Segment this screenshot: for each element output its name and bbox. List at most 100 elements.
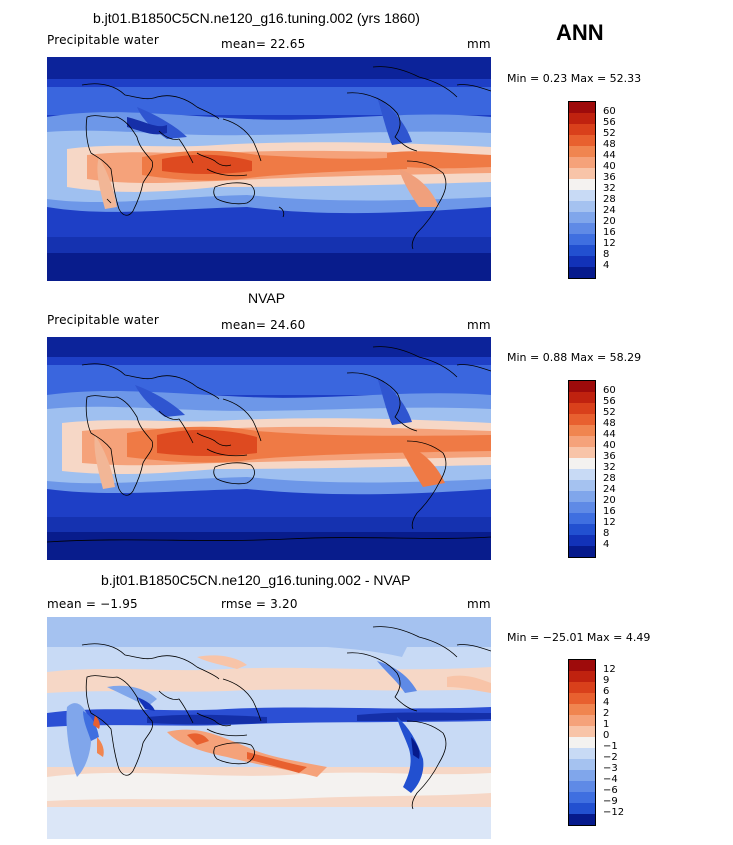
- colorbar-tick-label: −4: [603, 774, 618, 785]
- colorbar-tick-label: 60: [603, 385, 616, 396]
- colorbar-swatch: [568, 704, 596, 715]
- colorbar-tick-label: 24: [603, 484, 616, 495]
- colorbar-swatch: [568, 726, 596, 737]
- colorbar-tick-label: 28: [603, 473, 616, 484]
- colorbar-tick-label: 32: [603, 183, 616, 194]
- colorbar-tick-label: −6: [603, 785, 618, 796]
- colorbar-tick-label: 40: [603, 440, 616, 451]
- colorbar-swatch: [568, 759, 596, 770]
- colorbar-swatch: [568, 256, 596, 267]
- colorbar-tick-label: 48: [603, 418, 616, 429]
- panel-1-colorbar: [568, 101, 596, 279]
- colorbar-swatch: [568, 425, 596, 436]
- colorbar-swatch: [568, 546, 596, 558]
- colorbar-tick-label: 4: [603, 697, 610, 708]
- colorbar-tick-label: −2: [603, 752, 618, 763]
- panel-3-units: mm: [467, 597, 491, 611]
- colorbar-swatch: [568, 458, 596, 469]
- panel-3-map: [47, 617, 491, 839]
- panel-3-title: b.jt01.B1850C5CN.ne120_g16.tuning.002 - …: [101, 572, 411, 588]
- colorbar-tick-label: −12: [603, 807, 625, 818]
- colorbar-swatch: [568, 179, 596, 190]
- colorbar-tick-label: 36: [603, 172, 616, 183]
- colorbar-swatch: [568, 436, 596, 447]
- colorbar-tick-label: 12: [603, 238, 616, 249]
- colorbar-swatch: [568, 682, 596, 693]
- panel-1-map-plot: [47, 57, 491, 281]
- panel-1-mean-label: mean= 22.65: [221, 37, 306, 51]
- colorbar-tick-label: 20: [603, 216, 616, 227]
- panel-1-units: mm: [467, 37, 491, 51]
- colorbar-swatch: [568, 803, 596, 814]
- colorbar-swatch: [568, 513, 596, 524]
- colorbar-tick-label: −9: [603, 796, 618, 807]
- colorbar-tick-label: 9: [603, 675, 610, 686]
- colorbar-tick-label: 52: [603, 407, 616, 418]
- colorbar-tick-label: −3: [603, 763, 618, 774]
- colorbar-swatch: [568, 715, 596, 726]
- colorbar-tick-label: 2: [603, 708, 610, 719]
- panel-1-title: b.jt01.B1850C5CN.ne120_g16.tuning.002 (y…: [93, 10, 420, 26]
- panel-2-variable-label: Precipitable water: [47, 313, 159, 327]
- colorbar-swatch: [568, 480, 596, 491]
- panel-2-title: NVAP: [248, 290, 286, 306]
- colorbar-tick-label: 24: [603, 205, 616, 216]
- colorbar-swatch: [568, 212, 596, 223]
- colorbar-tick-label: 16: [603, 506, 616, 517]
- colorbar-swatch: [568, 770, 596, 781]
- panel-1-map: [47, 57, 491, 281]
- colorbar-tick-label: 4: [603, 260, 610, 271]
- colorbar-swatch: [568, 469, 596, 480]
- colorbar-swatch: [568, 380, 596, 392]
- colorbar-swatch: [568, 403, 596, 414]
- colorbar-swatch: [568, 101, 596, 113]
- panel-3-minmax: Min = −25.01 Max = 4.49: [507, 631, 651, 644]
- panel-2-map: [47, 337, 491, 560]
- colorbar-tick-label: 20: [603, 495, 616, 506]
- colorbar-swatch: [568, 748, 596, 759]
- colorbar-swatch: [568, 502, 596, 513]
- colorbar-swatch: [568, 190, 596, 201]
- colorbar-tick-label: 4: [603, 539, 610, 550]
- panel-3-colorbar: [568, 659, 596, 826]
- panel-3-rmse-label: rmse = 3.20: [221, 597, 298, 611]
- colorbar-swatch: [568, 124, 596, 135]
- colorbar-tick-label: 48: [603, 139, 616, 150]
- colorbar-tick-label: 12: [603, 517, 616, 528]
- colorbar-tick-label: 52: [603, 128, 616, 139]
- colorbar-swatch: [568, 414, 596, 425]
- colorbar-swatch: [568, 671, 596, 682]
- colorbar-swatch: [568, 659, 596, 671]
- panel-2-mean-label: mean= 24.60: [221, 318, 306, 332]
- colorbar-tick-label: 56: [603, 396, 616, 407]
- colorbar-swatch: [568, 491, 596, 502]
- colorbar-tick-label: 0: [603, 730, 610, 741]
- colorbar-swatch: [568, 814, 596, 826]
- colorbar-swatch: [568, 781, 596, 792]
- colorbar-swatch: [568, 223, 596, 234]
- colorbar-swatch: [568, 535, 596, 546]
- colorbar-swatch: [568, 234, 596, 245]
- colorbar-swatch: [568, 201, 596, 212]
- colorbar-swatch: [568, 267, 596, 279]
- panel-2-units: mm: [467, 318, 491, 332]
- colorbar-tick-label: 60: [603, 106, 616, 117]
- colorbar-tick-label: 36: [603, 451, 616, 462]
- colorbar-swatch: [568, 245, 596, 256]
- colorbar-tick-label: 8: [603, 249, 610, 260]
- colorbar-swatch: [568, 157, 596, 168]
- panel-2-map-plot: [47, 337, 491, 560]
- colorbar-tick-label: 44: [603, 150, 616, 161]
- colorbar-tick-label: 40: [603, 161, 616, 172]
- colorbar-tick-label: 1: [603, 719, 610, 730]
- colorbar-tick-label: 56: [603, 117, 616, 128]
- panel-1-minmax: Min = 0.23 Max = 52.33: [507, 72, 642, 85]
- colorbar-tick-label: 6: [603, 686, 610, 697]
- panel-1-variable-label: Precipitable water: [47, 33, 159, 47]
- colorbar-swatch: [568, 113, 596, 124]
- colorbar-swatch: [568, 392, 596, 403]
- colorbar-swatch: [568, 146, 596, 157]
- panel-3-mean-label: mean = −1.95: [47, 597, 138, 611]
- colorbar-swatch: [568, 524, 596, 535]
- colorbar-swatch: [568, 135, 596, 146]
